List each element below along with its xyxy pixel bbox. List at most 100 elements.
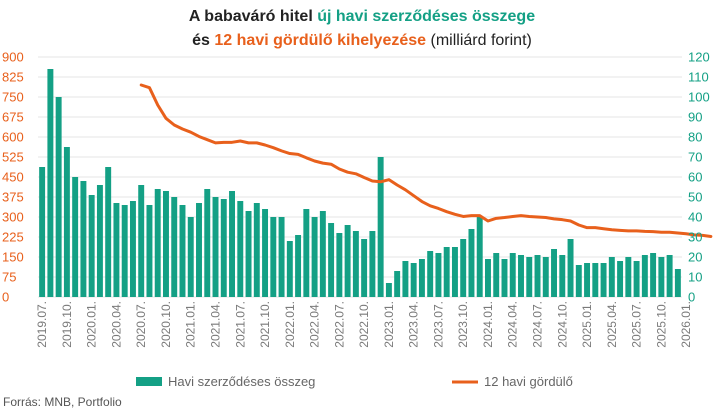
bar-46: [418, 259, 425, 297]
bar-2: [55, 97, 62, 297]
bar-15: [163, 191, 169, 297]
right-tick-7: 70: [688, 150, 702, 165]
bar-58: [518, 255, 524, 297]
bar-1: [47, 69, 54, 297]
left-tick-11: 825: [2, 70, 24, 85]
bar-68: [600, 263, 607, 297]
bar-43: [394, 271, 401, 297]
bar-64: [567, 239, 574, 297]
chart-title-line-2: és 12 havi gördülő kihelyezése (milliárd…: [192, 32, 532, 49]
left-tick-0: 0: [2, 290, 9, 305]
left-tick-9: 675: [2, 110, 24, 125]
bar-45: [410, 263, 417, 297]
legend-line-label: 12 havi gördülő: [484, 374, 573, 389]
right-axis-ticks: 0 10 20 30 40 50 60 70 80 90 100 110 120: [688, 50, 710, 305]
bar-7: [96, 185, 103, 297]
bar-74: [650, 253, 657, 297]
bar-0: [39, 167, 46, 297]
bar-73: [641, 255, 648, 297]
bar-36: [336, 233, 343, 297]
bar-49: [443, 247, 450, 297]
left-tick-4: 300: [2, 210, 24, 225]
right-tick-8: 80: [688, 130, 702, 145]
x-tick-26: 2026.01.: [679, 301, 693, 348]
bar-37: [344, 225, 351, 297]
bar-61: [542, 257, 549, 297]
x-tick-3: 2020.04.: [109, 301, 123, 348]
line-series-12-havi: [139, 83, 713, 238]
bar-24: [237, 201, 244, 297]
x-tick-24: 2025.07.: [630, 301, 644, 348]
x-tick-12: 2022.07.: [332, 301, 346, 348]
source-note: Forrás: MNB, Portfolio: [3, 395, 122, 409]
left-axis-ticks: 0 75 150 225 300 375 450 525 600 675 750 825 900: [2, 50, 24, 305]
bar-44: [402, 261, 409, 297]
bar-34: [319, 211, 326, 297]
x-tick-1: 2019.10.: [60, 301, 74, 348]
bar-26: [253, 203, 260, 297]
bar-77: [674, 269, 681, 297]
title-part-0: és: [192, 32, 214, 49]
bar-16: [171, 197, 178, 297]
title-part-2: (milliárd forint): [426, 32, 532, 49]
left-tick-10: 750: [2, 90, 24, 105]
bar-22: [220, 199, 227, 297]
bar-75: [658, 257, 665, 297]
bar-66: [584, 263, 591, 297]
right-tick-5: 50: [688, 190, 702, 205]
bar-10: [121, 205, 128, 297]
right-tick-1: 10: [688, 270, 702, 285]
bar-39: [361, 239, 368, 297]
x-tick-22: 2025.01.: [580, 301, 594, 348]
bar-23: [229, 191, 235, 297]
bar-42: [385, 283, 392, 297]
x-tick-25: 2025.10.: [654, 301, 668, 348]
right-tick-0: 0: [688, 290, 695, 305]
bar-52: [468, 229, 475, 297]
title-part-1: 12 havi gördülő kihelyezése: [214, 32, 426, 49]
gridlines: [38, 56, 682, 298]
bar-54: [485, 259, 491, 297]
left-tick-8: 600: [2, 130, 24, 145]
bar-6: [88, 195, 95, 297]
x-tick-2: 2020.01.: [85, 301, 99, 348]
x-tick-14: 2023.01.: [382, 301, 396, 348]
bar-series: [39, 69, 681, 297]
bar-31: [295, 235, 302, 297]
bar-40: [369, 231, 376, 297]
legend-bar-swatch: [136, 377, 162, 386]
bar-33: [311, 217, 318, 297]
bar-50: [451, 247, 458, 297]
bar-20: [204, 189, 211, 297]
bar-53: [476, 217, 483, 297]
bar-3: [63, 147, 70, 297]
bar-41: [377, 157, 384, 297]
bar-12: [138, 185, 145, 297]
left-tick-5: 375: [2, 190, 24, 205]
bar-71: [625, 257, 632, 297]
x-tick-7: 2021.04.: [209, 301, 223, 348]
title-part-1: új havi szerződéses összege: [317, 8, 535, 25]
bar-18: [187, 217, 194, 297]
bar-63: [559, 255, 566, 297]
left-tick-1: 75: [2, 270, 16, 285]
x-tick-18: 2024.01.: [481, 301, 495, 348]
bar-60: [534, 255, 541, 297]
bar-76: [666, 255, 673, 297]
left-tick-2: 150: [2, 250, 24, 265]
x-tick-8: 2021.07.: [233, 301, 247, 348]
bar-11: [129, 201, 136, 297]
left-tick-3: 225: [2, 230, 24, 245]
bar-25: [245, 211, 252, 297]
chart-title-line-1: A babaváró hitel új havi szerződéses öss…: [189, 8, 535, 25]
bar-59: [526, 257, 533, 297]
bar-8: [105, 167, 112, 297]
x-tick-10: 2022.01.: [283, 301, 297, 348]
bar-32: [303, 209, 310, 297]
x-tick-19: 2024.04.: [506, 301, 520, 348]
x-tick-23: 2025.04.: [605, 301, 619, 348]
right-tick-3: 30: [688, 230, 702, 245]
x-tick-16: 2023.07.: [431, 301, 445, 348]
bar-48: [435, 253, 442, 297]
